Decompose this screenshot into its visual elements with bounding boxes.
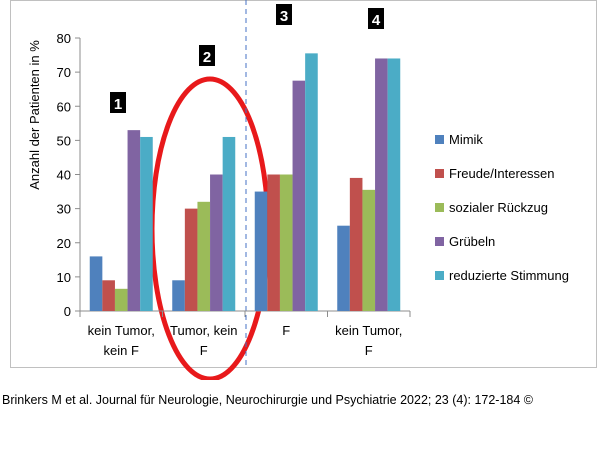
bar-freude-interessen-4	[349, 177, 363, 311]
legend-label: Freude/Interessen	[449, 166, 555, 181]
bar-sozialer-r-ckzug-2	[197, 201, 211, 311]
bar-sozialer-r-ckzug-1	[114, 288, 128, 311]
x-tick-label: F	[365, 343, 373, 358]
bar-gr-beln-3	[292, 80, 306, 311]
y-tick-label: 60	[57, 99, 71, 114]
bar-reduzierte-stimmung-4	[387, 58, 401, 311]
bar-chart: Anzahl der Patienten in % 0 10 20 30 40 50 60 7…	[27, 0, 569, 380]
group-marker-label-2: 2	[203, 49, 211, 66]
legend-swatch	[435, 169, 444, 178]
bar-mimik-3	[254, 191, 268, 311]
x-tick-label: kein F	[104, 343, 139, 358]
bar-reduzierte-stimmung-2	[222, 136, 236, 311]
legend-label: sozialer Rückzug	[449, 200, 548, 215]
legend-label: reduzierte Stimmung	[449, 268, 569, 283]
bar-reduzierte-stimmung-3	[305, 53, 318, 311]
legend-label: Grübeln	[449, 234, 495, 249]
citation-text: Brinkers M et al. Journal für Neurologie…	[2, 393, 534, 407]
group-marker-box-2	[199, 45, 215, 66]
legend-swatch	[435, 203, 444, 212]
group-marker-box-1	[110, 92, 126, 113]
bar-sozialer-r-ckzug-3	[279, 174, 293, 311]
y-tick-label: 50	[57, 133, 71, 148]
group-marker-box-4	[368, 8, 384, 29]
bar-gr-beln-1	[127, 130, 141, 311]
y-tick-label: 40	[57, 168, 71, 183]
bar-freude-interessen-3	[267, 174, 280, 311]
bar-gr-beln-2	[210, 174, 223, 311]
y-tick-label: 80	[57, 31, 71, 46]
group-marker-label-4: 4	[372, 12, 381, 29]
y-tick-label: 70	[57, 65, 71, 80]
legend-swatch	[435, 135, 444, 144]
y-tick-label: 10	[57, 270, 71, 285]
x-tick-label: kein Tumor,	[88, 323, 155, 338]
y-tick-label: 30	[57, 202, 71, 217]
x-tick-label: kein Tumor,	[335, 323, 402, 338]
legend-swatch	[435, 271, 444, 280]
legend-label: Mimik	[449, 132, 483, 147]
bar-freude-interessen-2	[184, 208, 198, 311]
bar-mimik-1	[89, 256, 103, 311]
bar-reduzierte-stimmung-1	[140, 136, 153, 311]
x-tick-label: F	[200, 343, 208, 358]
group-marker-label-3: 3	[280, 8, 288, 25]
x-tick-label: F	[282, 323, 290, 338]
bar-gr-beln-4	[375, 58, 388, 311]
bar-freude-interessen-1	[102, 280, 115, 311]
y-axis-label: Anzahl der Patienten in %	[27, 40, 42, 190]
y-tick-label: 0	[64, 304, 71, 319]
group-marker-box-3	[276, 4, 292, 25]
bar-sozialer-r-ckzug-4	[362, 189, 376, 311]
group-marker-label-1: 1	[114, 96, 122, 113]
bar-mimik-4	[337, 225, 350, 311]
bar-mimik-2	[172, 280, 185, 311]
x-tick-label: Tumor, kein	[170, 323, 237, 338]
y-tick-label: 20	[57, 236, 71, 251]
legend-swatch	[435, 237, 444, 246]
